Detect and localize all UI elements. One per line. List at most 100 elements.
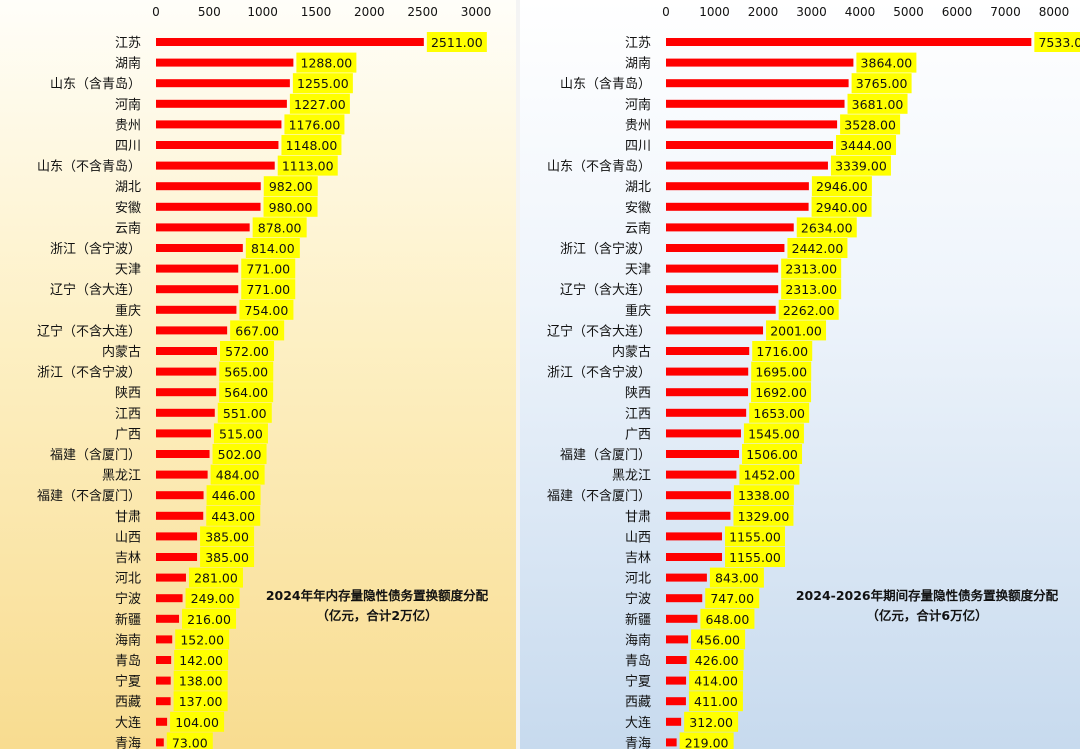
x-tick-label: 1500 (301, 5, 332, 19)
data-label-background (252, 217, 307, 238)
data-label-background (219, 382, 274, 403)
data-label: 1227.00 (294, 97, 346, 112)
data-label: 1545.00 (748, 426, 800, 441)
data-label: 446.00 (212, 488, 256, 503)
bar (666, 38, 1032, 46)
category-label: 广西 (625, 427, 651, 442)
data-label-background (688, 691, 743, 712)
data-label-background (281, 135, 342, 155)
data-label-background (173, 691, 228, 712)
category-label: 青海 (115, 736, 141, 749)
bar (666, 264, 779, 273)
data-label-background (220, 341, 275, 361)
data-label: 443.00 (211, 509, 255, 524)
bar (156, 738, 164, 747)
bar (156, 141, 279, 149)
bar (666, 120, 838, 129)
bar (666, 717, 682, 726)
data-label: 414.00 (694, 674, 738, 689)
category-label: 新疆 (625, 612, 651, 628)
category-label: 宁夏 (115, 674, 141, 690)
data-label-background (751, 361, 812, 382)
left-chart-panel: 0 500 1000 1500 2000 2500 3000 江苏 2511.00 湖南 1288.… (0, 0, 516, 749)
bar (156, 202, 261, 211)
data-label-background (752, 341, 813, 361)
data-label-background (743, 423, 804, 444)
category-label: 海南 (115, 632, 141, 648)
data-label: 502.00 (218, 447, 262, 462)
category-label: 河北 (625, 572, 651, 587)
x-tick-label: 5000 (893, 5, 924, 19)
category-label: 湖北 (115, 180, 141, 195)
data-label: 2634.00 (801, 220, 853, 235)
category-label: 山西 (115, 530, 141, 545)
category-label: 辽宁（不含大连） (37, 323, 141, 339)
data-label: 1148.00 (286, 138, 338, 153)
bar (156, 656, 172, 664)
data-label-background (217, 402, 272, 423)
bar (156, 38, 424, 46)
data-label: 1255.00 (297, 76, 349, 91)
category-label: 内蒙古 (102, 344, 141, 360)
category-label: 内蒙古 (612, 344, 651, 360)
data-label: 3765.00 (856, 76, 908, 91)
bar (156, 717, 168, 726)
category-label: 湖北 (625, 180, 651, 195)
category-label: 浙江（不含宁波） (547, 365, 651, 381)
right-chart-title: 2024-2026年期间存量隐性债务置换额度分配 (795, 588, 1059, 603)
data-label: 1329.00 (738, 509, 790, 524)
data-label: 385.00 (205, 550, 249, 565)
data-label-background (277, 155, 338, 176)
data-label: 2940.00 (816, 200, 868, 215)
category-label: 山东（含青岛） (560, 76, 651, 92)
bar (666, 553, 723, 561)
bar (666, 594, 703, 603)
data-label: 667.00 (235, 323, 279, 338)
data-label: 142.00 (179, 653, 223, 668)
data-label: 137.00 (179, 694, 223, 709)
data-label-background (787, 238, 848, 258)
data-label-background (174, 650, 229, 670)
data-label-background (200, 547, 255, 567)
data-label-background (689, 650, 744, 670)
data-label: 3339.00 (835, 159, 887, 174)
bar (666, 305, 776, 314)
data-label: 426.00 (695, 653, 739, 668)
category-label: 江西 (625, 407, 651, 422)
data-label-background (749, 402, 810, 423)
bar (666, 450, 740, 458)
data-label: 515.00 (219, 426, 263, 441)
bar (156, 553, 198, 561)
category-label: 山东（含青岛） (50, 76, 141, 92)
category-label: 重庆 (625, 303, 651, 319)
left-chart-caption: 2024年年内存量隐性债务置换额度分配 （亿元，合计2万亿） (236, 586, 518, 626)
category-label: 青岛 (115, 653, 141, 669)
data-label-background (206, 505, 261, 526)
category-label: 山西 (625, 530, 651, 545)
category-label: 福建（不含厦门） (547, 488, 651, 504)
data-label: 1176.00 (289, 117, 341, 132)
category-label: 西藏 (625, 695, 651, 710)
category-label: 黑龙江 (612, 469, 651, 484)
data-label: 312.00 (689, 715, 733, 730)
category-label: 宁波 (625, 591, 651, 607)
category-label: 江苏 (625, 35, 651, 51)
right-chart-caption: 2024-2026年期间存量隐性债务置换额度分配 （亿元，合计6万亿） (774, 586, 1080, 626)
data-label-background (206, 485, 261, 506)
data-label: 3864.00 (861, 56, 913, 71)
data-label: 385.00 (205, 529, 249, 544)
data-label: 152.00 (180, 632, 224, 647)
bar (156, 223, 250, 232)
category-label: 吉林 (115, 551, 141, 566)
data-label: 572.00 (225, 344, 269, 359)
bar (666, 161, 828, 170)
data-label-background (733, 505, 794, 526)
data-label-background (219, 361, 274, 382)
data-label: 1452.00 (744, 468, 796, 483)
category-label: 河北 (115, 572, 141, 587)
category-label: 浙江（含宁波） (560, 241, 651, 257)
data-label: 73.00 (172, 735, 208, 749)
data-label-background (175, 629, 230, 650)
bar (666, 141, 834, 149)
bar (156, 573, 186, 582)
